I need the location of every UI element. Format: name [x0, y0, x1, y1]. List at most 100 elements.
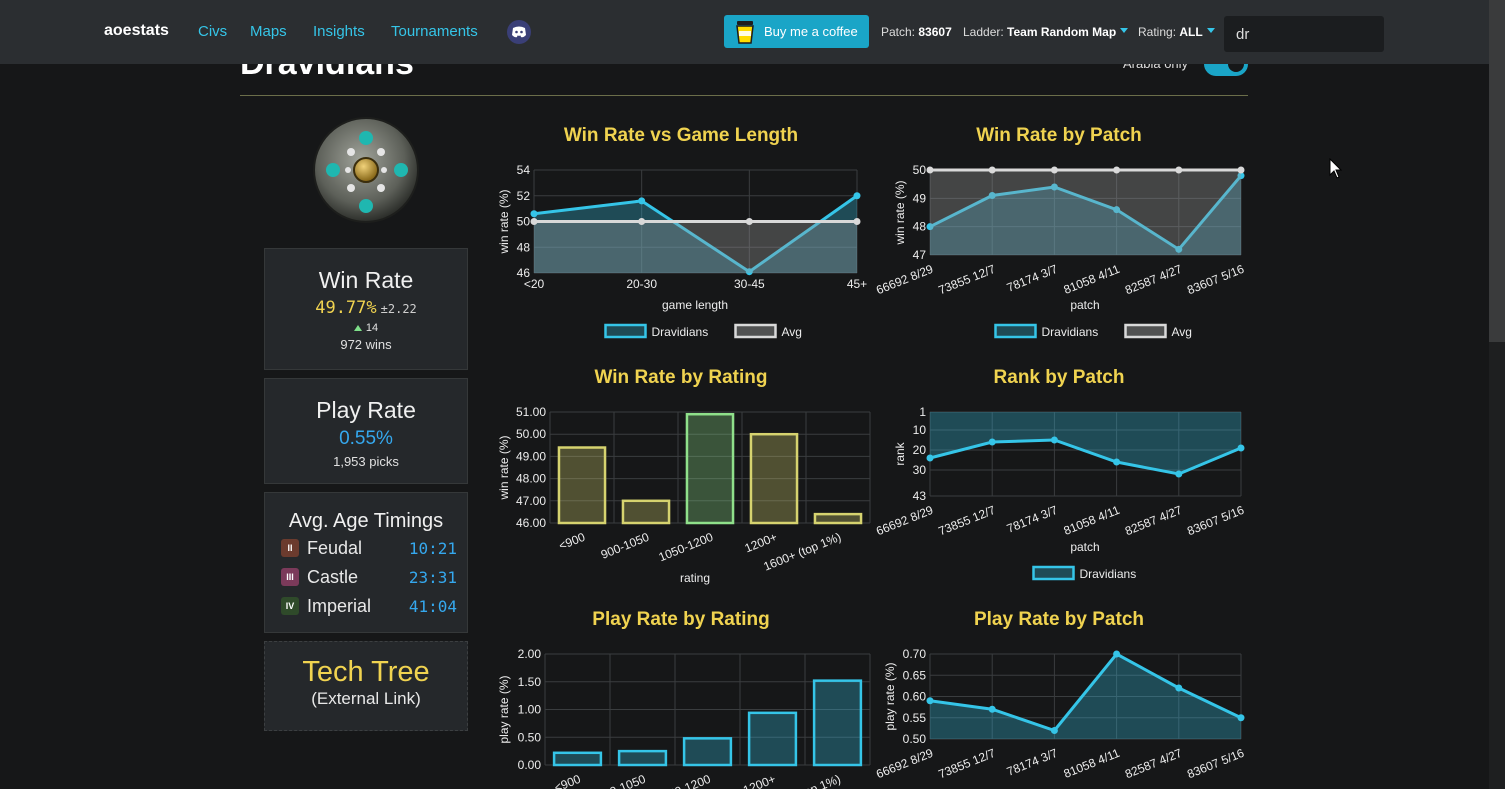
- pr-patch-ytick: 0.55: [903, 711, 927, 725]
- wr-length-xtick: 20-30: [626, 277, 657, 291]
- nav-link-maps[interactable]: Maps: [250, 23, 287, 40]
- wr-rating-xtick: <900: [557, 530, 588, 553]
- age-name: Castle: [307, 566, 359, 587]
- rank-patch-xtick: 73855 12/7: [936, 503, 997, 539]
- wr-patch-ytick: 47: [913, 248, 927, 262]
- pr-rating-bar: [812, 679, 863, 767]
- coffee-label: Buy me a coffee: [764, 24, 858, 39]
- wr-length-ytick: 46: [517, 266, 531, 280]
- wr-patch-ytick: 48: [913, 220, 927, 234]
- wr-patch-avg-area: [930, 170, 1241, 255]
- wr-rating-ytick: 50.00: [516, 427, 546, 441]
- pr-patch-xtick: 83607 5/16: [1185, 746, 1246, 782]
- age-name: Imperial: [307, 595, 372, 616]
- wr-length-ytick: 48: [517, 240, 531, 254]
- wr-patch-xlabel: patch: [1070, 298, 1099, 312]
- tech-tree-subtitle: (External Link): [311, 689, 421, 708]
- wr-patch-point: [1237, 166, 1245, 174]
- feudal-age-icon: II: [281, 539, 299, 557]
- wins-count: 972 wins: [340, 337, 392, 352]
- patch-value: 83607: [918, 25, 952, 39]
- rank-patch-point: [1237, 444, 1245, 452]
- wr-length-point: [853, 218, 861, 225]
- wr-length-legend-swatch: [604, 323, 647, 339]
- win-rate-title: Win Rate: [318, 267, 414, 293]
- pr-rating-bar: [617, 749, 668, 767]
- wr-patch-ylabel: win rate (%): [893, 180, 907, 245]
- rank-patch-series-line: [929, 438, 1242, 476]
- rank-patch-area: [930, 412, 1241, 474]
- rank-patch-xlabel: patch: [1070, 540, 1099, 554]
- nav-link-civs[interactable]: Civs: [198, 23, 228, 40]
- age-row-feudal: II Feudal 10:21: [281, 537, 457, 559]
- rating-value: ALL: [1179, 25, 1203, 39]
- wr-patch-point: [1050, 183, 1058, 191]
- tech-tree-link[interactable]: Tech Tree (External Link): [264, 641, 468, 731]
- wr-patch-legend-swatch: [994, 323, 1037, 339]
- wr-rating-xlabel: rating: [680, 571, 710, 585]
- wr-patch-series-line: [929, 174, 1243, 252]
- wr-length-ytick: 54: [517, 163, 531, 177]
- civ-emblem-icon: [313, 117, 419, 223]
- pr-rating-xtick: <900: [552, 772, 583, 789]
- wr-rating-xtick: 900-1050: [599, 530, 652, 562]
- pr-rating-ytick: 1.50: [518, 675, 542, 689]
- ladder-dropdown[interactable]: Ladder: Team Random Map: [963, 25, 1129, 39]
- win-rate-ci: ±2.22: [380, 302, 417, 316]
- pr-patch-ytick: 0.60: [903, 690, 927, 704]
- rank-patch-xtick: 66692 8/29: [874, 503, 935, 539]
- pr-patch-ytick: 0.70: [903, 647, 927, 661]
- pr-rating-xtick: 900-1050: [595, 772, 648, 789]
- nav-link-tournaments[interactable]: Tournaments: [391, 23, 478, 40]
- pr-patch-point: [1113, 650, 1121, 658]
- wr-patch-xtick: 66692 8/29: [874, 262, 935, 298]
- pr-patch-point: [1050, 727, 1058, 734]
- chevron-down-icon: [1206, 28, 1215, 34]
- wr-length-legend-label: Dravidians: [652, 325, 709, 339]
- rank-patch-xtick: 78174 3/7: [1005, 503, 1060, 536]
- pr-patch-area: [930, 654, 1241, 739]
- ladder-label: Ladder:: [963, 25, 1004, 39]
- rating-dropdown[interactable]: Rating: ALL: [1138, 25, 1215, 39]
- wr-patch-xtick: 82587 4/27: [1123, 262, 1184, 298]
- patch-selector: Patch: 83607: [881, 25, 952, 39]
- rank-patch-legend-swatch: [1032, 565, 1075, 581]
- wr-length-ytick: 52: [517, 189, 531, 203]
- rank-patch-ylabel: rank: [893, 441, 907, 465]
- wr-patch-point: [1175, 245, 1183, 253]
- wr-length-point: [745, 268, 753, 276]
- civ-search-input[interactable]: [1224, 16, 1384, 52]
- play-rate-value: 0.55%: [339, 428, 393, 449]
- wr-rating-ytick: 46.00: [516, 516, 546, 530]
- arrow-up-icon: [353, 325, 362, 331]
- pr-patch-title: Play Rate by Patch: [974, 609, 1144, 630]
- top-navbar: aoestats Civs Maps Insights Tournaments …: [0, 0, 1489, 64]
- pr-patch-xtick: 66692 8/29: [874, 746, 935, 782]
- pr-patch-xtick: 82587 4/27: [1123, 746, 1184, 782]
- pr-rating-ytick: 0.00: [518, 758, 542, 772]
- scrollbar-thumb[interactable]: [1489, 0, 1505, 342]
- wr-rating-xtick: 1050-1200: [657, 530, 716, 565]
- nav-link-insights[interactable]: Insights: [313, 23, 365, 40]
- pr-rating-bar: [552, 751, 603, 767]
- brand-logo[interactable]: aoestats: [104, 22, 169, 39]
- pr-patch-point: [1175, 684, 1183, 692]
- age-row-castle: III Castle 23:31: [281, 566, 457, 588]
- age-timings-title: Avg. Age Timings: [288, 510, 444, 532]
- pr-patch-series-line: [929, 652, 1242, 733]
- discord-icon[interactable]: [507, 20, 531, 44]
- wr-patch-xtick: 83607 5/16: [1185, 262, 1246, 298]
- wr-rating-bar: [685, 412, 735, 525]
- wr-rating-ytick: 48.00: [516, 472, 546, 486]
- chevron-down-icon: [1120, 28, 1129, 34]
- wr-rating-bar: [749, 432, 799, 525]
- pr-patch-ylabel: play rate (%): [883, 662, 897, 730]
- picks-count: 1,953 picks: [333, 454, 399, 469]
- coffee-cup-icon: [734, 20, 756, 44]
- buy-me-a-coffee-button[interactable]: Buy me a coffee: [724, 15, 869, 48]
- pr-rating-xtick: 1200+: [741, 772, 777, 789]
- pr-rating-ytick: 1.00: [518, 703, 542, 717]
- pr-rating-ytick: 0.50: [518, 730, 542, 744]
- wr-rating-ylabel: win rate (%): [497, 435, 511, 500]
